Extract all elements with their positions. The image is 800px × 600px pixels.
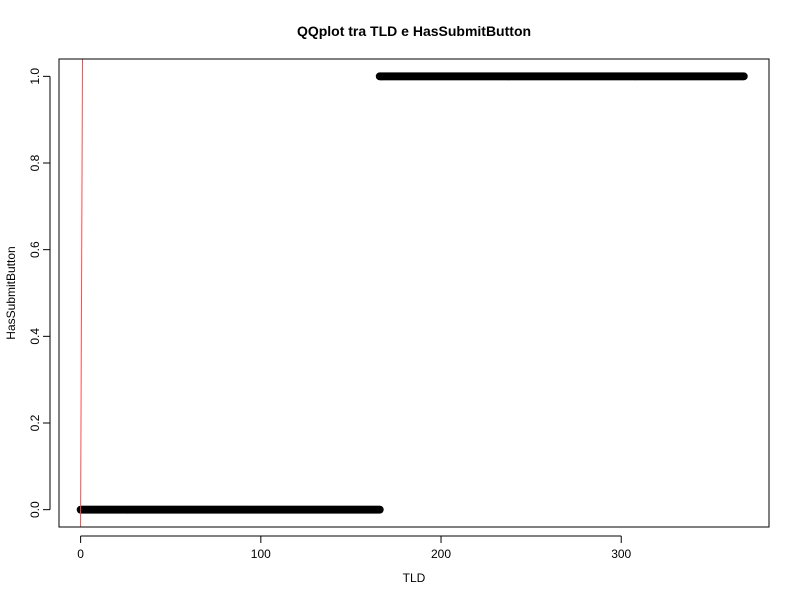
data-point	[375, 505, 384, 514]
y-axis: 0.0 0.2 0.4 0.6 0.8 1.0	[28, 68, 51, 518]
x-axis: 0 100 200 300	[77, 535, 632, 561]
chart-title: QQplot tra TLD e HasSubmitButton	[297, 23, 531, 39]
y-tick-label: 1.0	[28, 68, 42, 85]
plot-frame	[58, 58, 770, 528]
x-axis-label: TLD	[403, 571, 426, 585]
points-layer	[76, 72, 748, 514]
x-tick-label: 300	[611, 547, 631, 561]
data-point	[739, 72, 748, 81]
y-tick-label: 0.6	[28, 241, 42, 258]
y-tick-label: 0.4	[28, 328, 42, 345]
x-tick-label: 0	[77, 547, 84, 561]
y-tick-label: 0.0	[28, 501, 42, 518]
y-axis-label: HasSubmitButton	[4, 246, 18, 339]
x-tick-label: 100	[251, 547, 271, 561]
reference-line	[80, 58, 83, 528]
x-tick-label: 200	[431, 547, 451, 561]
y-tick-label: 0.2	[28, 414, 42, 431]
reference-line-layer	[80, 58, 83, 528]
y-tick-label: 0.8	[28, 154, 42, 171]
